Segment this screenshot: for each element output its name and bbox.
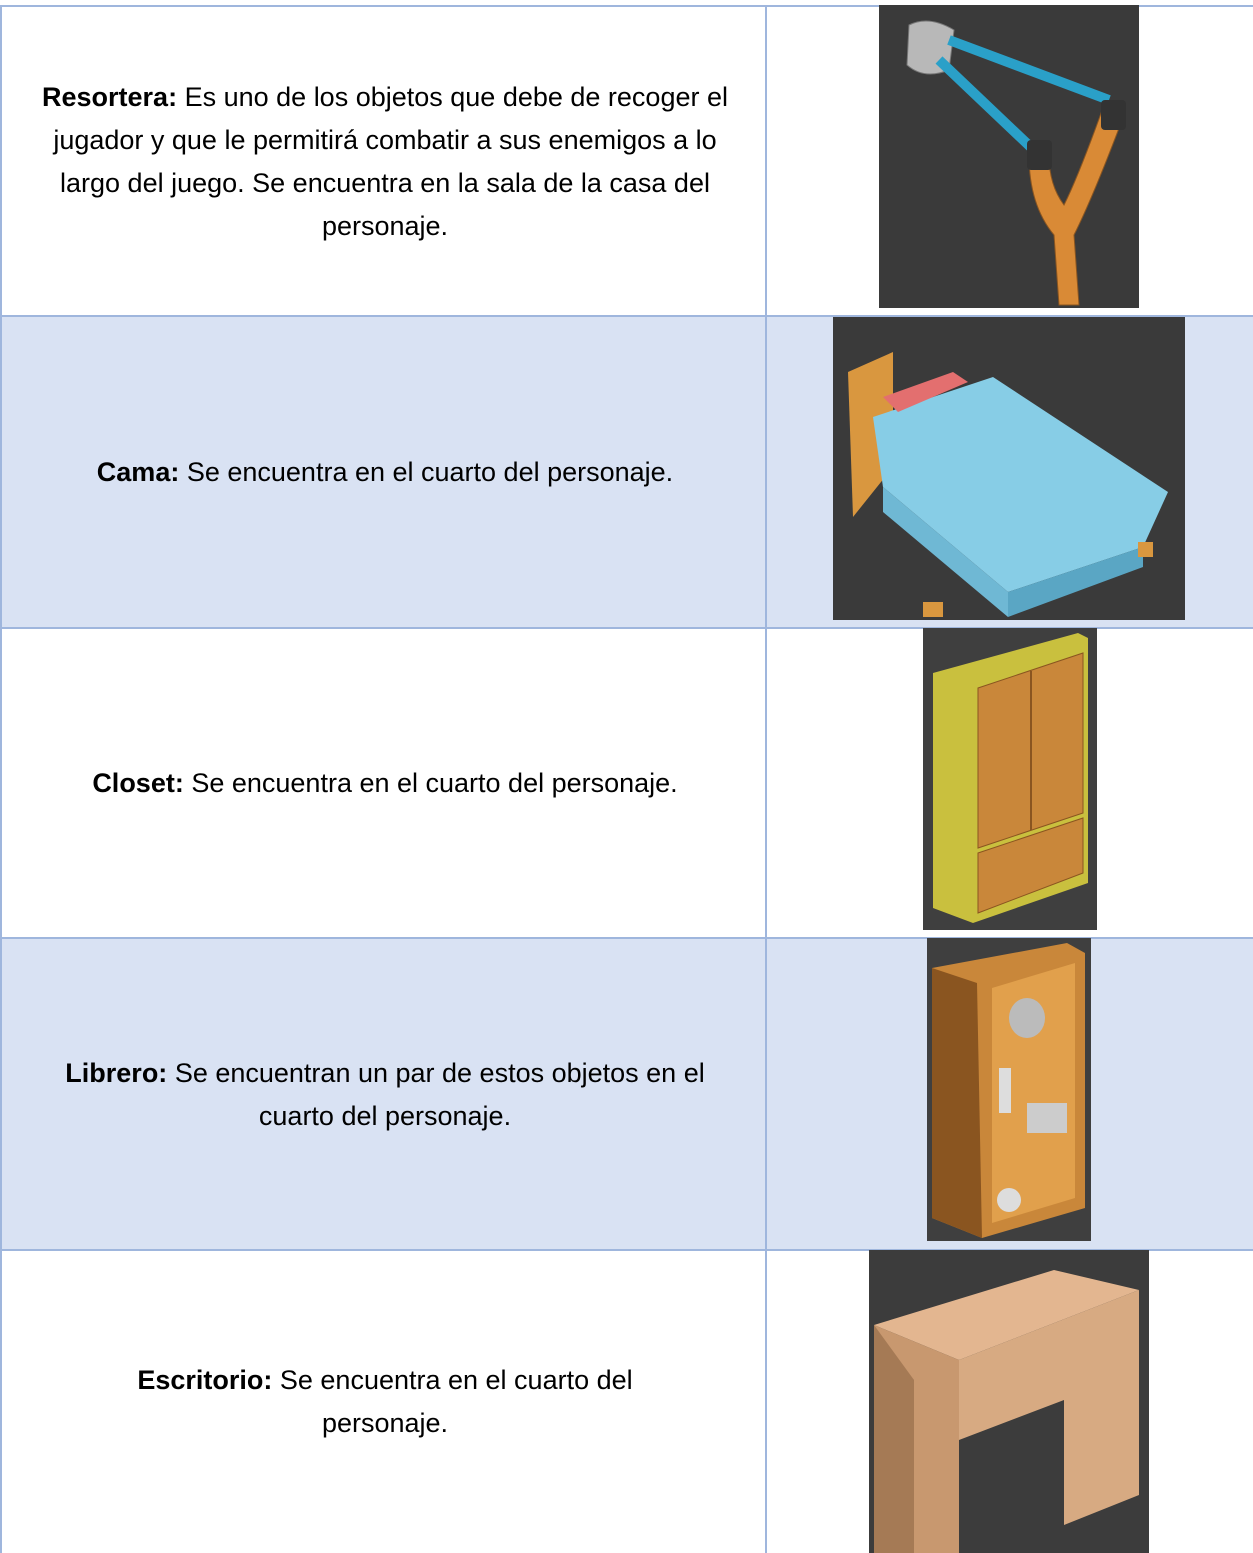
description: Se encuentra en el cuarto del personaje. bbox=[191, 768, 678, 798]
slingshot-image bbox=[879, 5, 1139, 308]
table-row: Escritorio: Se encuentra en el cuarto de… bbox=[0, 1249, 1253, 1553]
description: Se encuentra en el cuarto del personaje. bbox=[186, 457, 674, 487]
term: Resortera: bbox=[42, 81, 178, 112]
description-cell: Escritorio: Se encuentra en el cuarto de… bbox=[20, 1251, 750, 1553]
description-cell: Closet: Se encuentra en el cuarto del pe… bbox=[20, 629, 750, 938]
table-border bbox=[0, 5, 2, 1553]
description: Se encuentran un par de estos objetos en… bbox=[174, 1057, 705, 1131]
column-divider bbox=[765, 5, 767, 1553]
term: Escritorio: bbox=[137, 1365, 273, 1395]
description-cell: Cama: Se encuentra en el cuarto del pers… bbox=[20, 317, 750, 628]
description: Es uno de los objetos que debe de recoge… bbox=[53, 81, 728, 241]
desk-image bbox=[869, 1250, 1149, 1553]
term: Cama: bbox=[96, 457, 180, 487]
closet-image bbox=[923, 628, 1097, 930]
description: Se encuentra en el cuarto del personaje. bbox=[279, 1365, 633, 1438]
term: Librero: bbox=[65, 1057, 168, 1088]
description-cell: Resortera: Es uno de los objetos que deb… bbox=[20, 7, 750, 316]
table-row: Closet: Se encuentra en el cuarto del pe… bbox=[0, 627, 1253, 938]
term: Closet: bbox=[92, 768, 184, 798]
bed-image bbox=[833, 317, 1185, 620]
bookshelf-image bbox=[927, 938, 1091, 1241]
table-row: Resortera: Es uno de los objetos que deb… bbox=[0, 5, 1253, 316]
description-cell: Librero: Se encuentran un par de estos o… bbox=[20, 939, 750, 1250]
